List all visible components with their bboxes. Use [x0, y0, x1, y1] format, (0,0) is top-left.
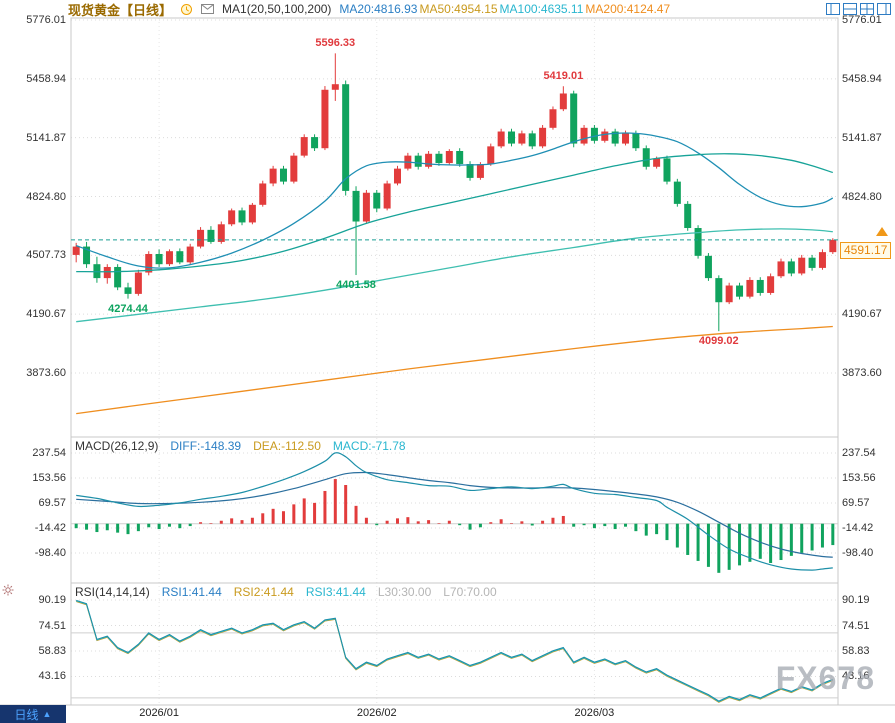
- layout-one-icon[interactable]: [826, 3, 840, 15]
- layout-buttons: [826, 3, 891, 15]
- axis-tick: 5776.01: [26, 14, 66, 26]
- instrument-title[interactable]: 现货黄金【日线】: [68, 2, 173, 18]
- rsi3-value: RSI3:41.44: [305, 585, 366, 599]
- axis-tick: 58.83: [38, 645, 66, 657]
- axis-tick: 43.16: [38, 670, 66, 683]
- axis-tick: 5458.94: [26, 72, 66, 85]
- axis-tick: 3873.60: [26, 367, 66, 379]
- axis-tick: 237.54: [32, 447, 66, 459]
- ma-settings-label[interactable]: MA1(20,50,100,200): [222, 2, 332, 16]
- axis-tick: 4190.67: [842, 308, 882, 321]
- axis-tick: 237.54: [842, 447, 876, 459]
- period-arrow-icon: ▲: [42, 709, 52, 719]
- rsi-l70-value: L70:70.00: [443, 585, 497, 599]
- period-selector[interactable]: 日线 ▲: [0, 705, 66, 723]
- axis-tick: 90.19: [38, 594, 66, 606]
- axis-tick: 90.19: [842, 594, 870, 606]
- axis-tick: 69.57: [38, 497, 66, 509]
- rsi-label[interactable]: RSI(14,14,14): [75, 585, 150, 599]
- axis-tick: 5141.87: [842, 131, 882, 144]
- axis-tick: 153.56: [842, 471, 876, 484]
- axis-tick: -14.42: [842, 522, 874, 534]
- axis-tick: 43.16: [842, 670, 870, 683]
- axis-tick: 5776.01: [842, 14, 882, 26]
- price-annotation: 5596.33: [315, 37, 356, 50]
- x-axis-tick: 2026/01: [139, 707, 179, 719]
- display-settings-icon[interactable]: [2, 583, 14, 601]
- axis-tick: 4824.80: [26, 190, 66, 203]
- layout-split-vertical-icon[interactable]: [877, 3, 891, 15]
- rsi-l30-value: L30:30.00: [377, 585, 432, 599]
- current-price-tag: 4591.17: [840, 241, 892, 259]
- axis-tick: 4507.73: [26, 249, 66, 262]
- ma-values: MA20:4816.93 MA50:4954.15 MA100:4635.11 MA2…: [339, 2, 672, 16]
- macd-indicator-row: MACD(26,12,9) DIFF:-148.39 DEA:-112.50 M…: [75, 439, 406, 453]
- macd-label[interactable]: MACD(26,12,9): [75, 439, 159, 453]
- mail-icon[interactable]: [201, 4, 215, 14]
- chart-header: 现货黄金【日线】 MA1(20,50,100,200) MA20:4816.93…: [0, 0, 825, 18]
- price-annotation: 5419.01: [543, 70, 584, 83]
- axis-tick: 3873.60: [842, 367, 882, 379]
- macd-diff-value: DIFF:-148.39: [170, 439, 242, 453]
- ma-value: MA200:4124.47: [585, 2, 671, 16]
- axis-tick: -98.40: [842, 547, 874, 559]
- layout-grid-icon[interactable]: [860, 3, 874, 15]
- axis-tick: 153.56: [32, 471, 66, 484]
- axis-tick: -98.40: [34, 547, 66, 559]
- axis-tick: 74.51: [842, 619, 870, 632]
- axis-tick: 4190.67: [26, 308, 66, 321]
- price-annotation: 4401.58: [336, 279, 376, 292]
- x-axis-tick: 2026/03: [574, 707, 615, 719]
- axis-tick: 5141.87: [26, 131, 66, 144]
- rsi-indicator-row: RSI(14,14,14) RSI1:41.44 RSI2:41.44 RSI3…: [75, 585, 497, 599]
- rsi2-value: RSI2:41.44: [233, 585, 294, 599]
- rsi1-value: RSI1:41.44: [161, 585, 222, 599]
- ma-value: MA50:4954.15: [419, 2, 498, 16]
- alarm-icon[interactable]: [180, 3, 193, 16]
- axis-tick: -14.42: [34, 522, 66, 534]
- axis-tick: 4824.80: [842, 190, 882, 203]
- macd-dea-value: DEA:-112.50: [253, 439, 321, 453]
- period-label: 日线: [14, 707, 39, 722]
- price-marker-arrow: [876, 226, 888, 236]
- price-annotation: 4099.02: [698, 335, 739, 348]
- macd-hist-value: MACD:-71.78: [332, 439, 406, 453]
- price-annotation: 4274.44: [108, 302, 148, 315]
- axis-tick: 58.83: [842, 645, 870, 657]
- axis-tick: 74.51: [38, 619, 66, 632]
- ma-value: MA100:4635.11: [499, 2, 584, 16]
- axis-tick: 69.57: [842, 497, 870, 509]
- axis-tick: 5458.94: [842, 72, 882, 85]
- ma-value: MA20:4816.93: [339, 2, 418, 16]
- x-axis-tick: 2026/02: [356, 707, 397, 719]
- watermark: FX678: [775, 660, 875, 696]
- layout-split-horizontal-icon[interactable]: [843, 3, 857, 15]
